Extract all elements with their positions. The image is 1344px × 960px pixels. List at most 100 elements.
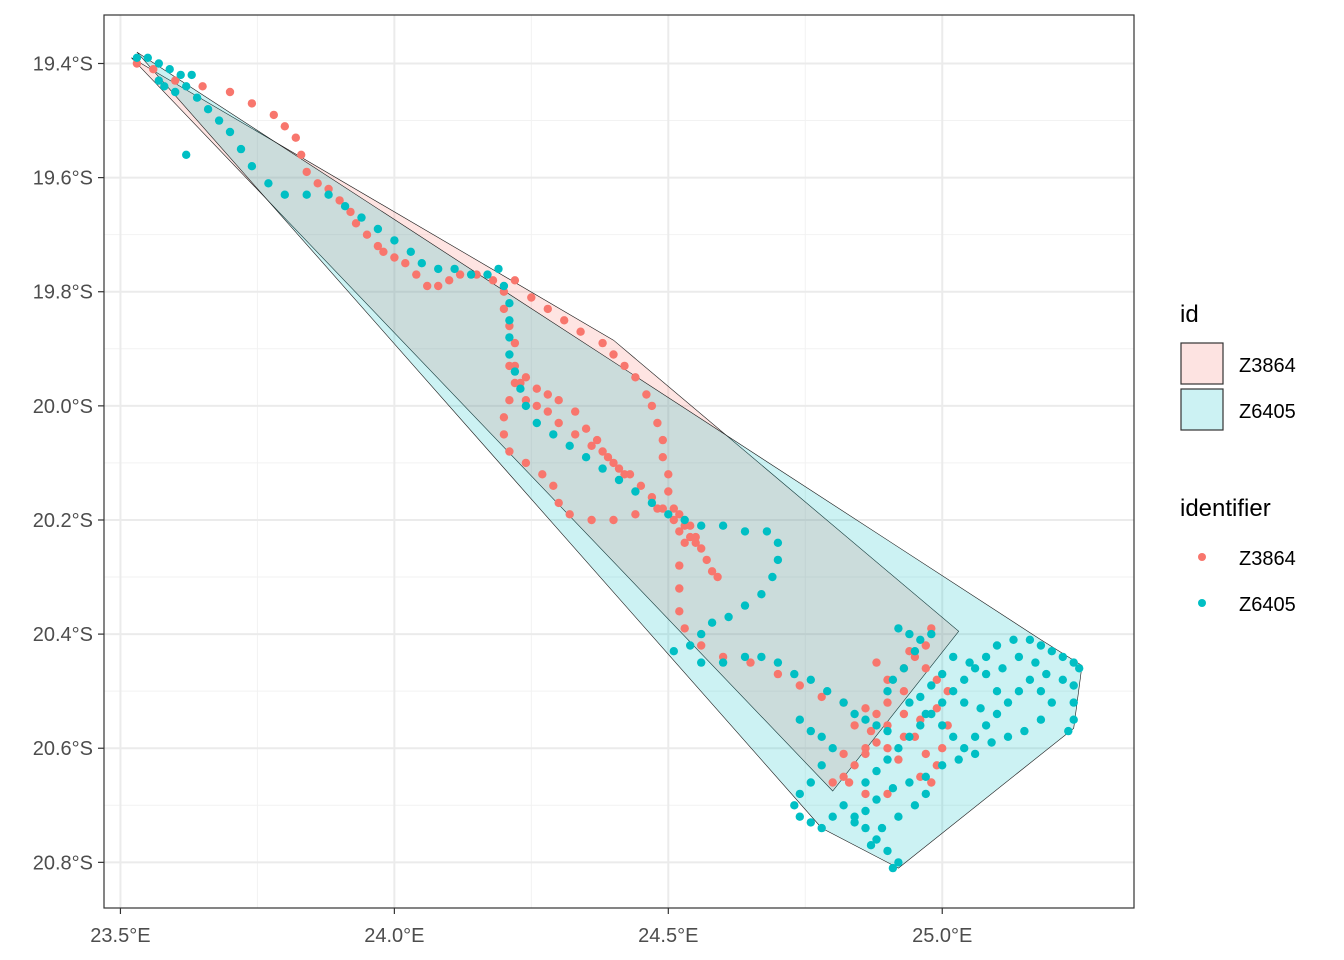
- y-tick-label: 20.2°S: [33, 510, 93, 532]
- fix-point: [981, 669, 991, 679]
- fix-point: [866, 841, 876, 850]
- fix-point: [455, 270, 465, 279]
- legend-fill-label-z6405: Z6405: [1239, 401, 1296, 423]
- gridlines: [104, 15, 1134, 908]
- fix-point: [927, 778, 936, 787]
- fix-point: [669, 504, 678, 513]
- fix-point: [992, 687, 1002, 696]
- fix-point: [373, 224, 383, 234]
- fix-point: [883, 726, 892, 736]
- fix-point: [861, 715, 870, 724]
- gps-fix-points: [132, 53, 1084, 873]
- fix-point: [795, 812, 804, 821]
- fix-point: [697, 658, 706, 667]
- fix-point: [647, 401, 657, 411]
- fix-point: [527, 293, 536, 302]
- fix-point: [724, 612, 733, 622]
- fix-point: [932, 675, 941, 684]
- fix-point: [938, 669, 947, 679]
- fix-point: [664, 510, 673, 519]
- fix-point: [182, 82, 191, 91]
- fix-point: [510, 378, 520, 388]
- fix-point: [817, 823, 826, 833]
- fix-point: [970, 732, 980, 741]
- fix-point: [702, 555, 711, 565]
- fix-point: [592, 435, 602, 445]
- fix-point: [795, 789, 804, 799]
- fix-point: [981, 721, 991, 730]
- fix-point: [171, 87, 180, 97]
- fix-point: [609, 515, 618, 525]
- fix-point: [445, 276, 454, 285]
- fix-point: [154, 76, 163, 85]
- fix-point: [894, 755, 903, 764]
- fix-point: [505, 299, 514, 308]
- fix-point: [636, 481, 646, 490]
- fix-point: [505, 333, 514, 342]
- fix-point: [1031, 658, 1040, 667]
- fix-point: [938, 721, 947, 730]
- fix-point: [1058, 675, 1068, 684]
- fix-point: [905, 698, 914, 707]
- fix-point: [861, 744, 870, 753]
- fix-point: [171, 76, 180, 85]
- fix-point: [664, 487, 673, 496]
- fix-point: [423, 281, 432, 291]
- fix-point: [1069, 698, 1078, 707]
- fix-point: [571, 430, 580, 439]
- y-tick-label: 19.8°S: [33, 282, 93, 304]
- fix-point: [960, 744, 969, 753]
- fix-point: [921, 709, 930, 719]
- fix-point: [247, 99, 257, 108]
- fix-point: [680, 515, 689, 525]
- fix-point: [960, 675, 969, 684]
- fix-point: [620, 361, 629, 371]
- fix-point: [302, 167, 311, 177]
- fix-point: [861, 704, 870, 713]
- fix-point: [861, 789, 870, 799]
- fix-point: [916, 635, 925, 644]
- fix-point: [581, 453, 591, 462]
- fix-point: [499, 413, 509, 422]
- fix-point: [823, 687, 832, 696]
- fix-point: [817, 761, 826, 770]
- fix-point: [335, 196, 344, 205]
- fix-point: [346, 207, 355, 217]
- fix-point: [434, 264, 443, 274]
- fix-point: [324, 190, 333, 199]
- plot-panel: [103, 14, 1135, 909]
- fix-point: [680, 538, 689, 547]
- fix-point: [658, 453, 667, 462]
- fix-point: [795, 681, 804, 690]
- fix-point: [631, 487, 640, 496]
- fix-point: [707, 567, 717, 576]
- fix-point: [1025, 675, 1035, 684]
- fix-point: [844, 778, 854, 787]
- fix-point: [894, 812, 903, 821]
- fix-point: [669, 515, 678, 525]
- fix-point: [362, 230, 372, 239]
- fix-point: [839, 698, 848, 707]
- fix-point: [653, 418, 662, 428]
- fix-point: [894, 744, 903, 753]
- fix-point: [510, 367, 520, 376]
- fix-point: [872, 795, 881, 804]
- fix-point: [691, 532, 700, 542]
- fix-point: [521, 458, 531, 468]
- fix-point: [412, 270, 421, 279]
- fix-point: [817, 692, 826, 702]
- fix-point: [899, 709, 909, 719]
- fix-point: [406, 247, 415, 256]
- legend-color-key-z6405: [1198, 599, 1206, 607]
- fix-point: [675, 584, 684, 593]
- fix-point: [861, 823, 870, 833]
- fix-point: [806, 675, 815, 684]
- x-tick-label: 23.5°E: [90, 925, 150, 947]
- fix-point: [1042, 669, 1051, 679]
- panel-border: [103, 14, 1135, 909]
- fix-point: [1069, 681, 1078, 690]
- fix-point: [872, 835, 881, 844]
- fix-point: [817, 732, 826, 741]
- fix-point: [850, 709, 859, 719]
- fix-point: [203, 105, 213, 114]
